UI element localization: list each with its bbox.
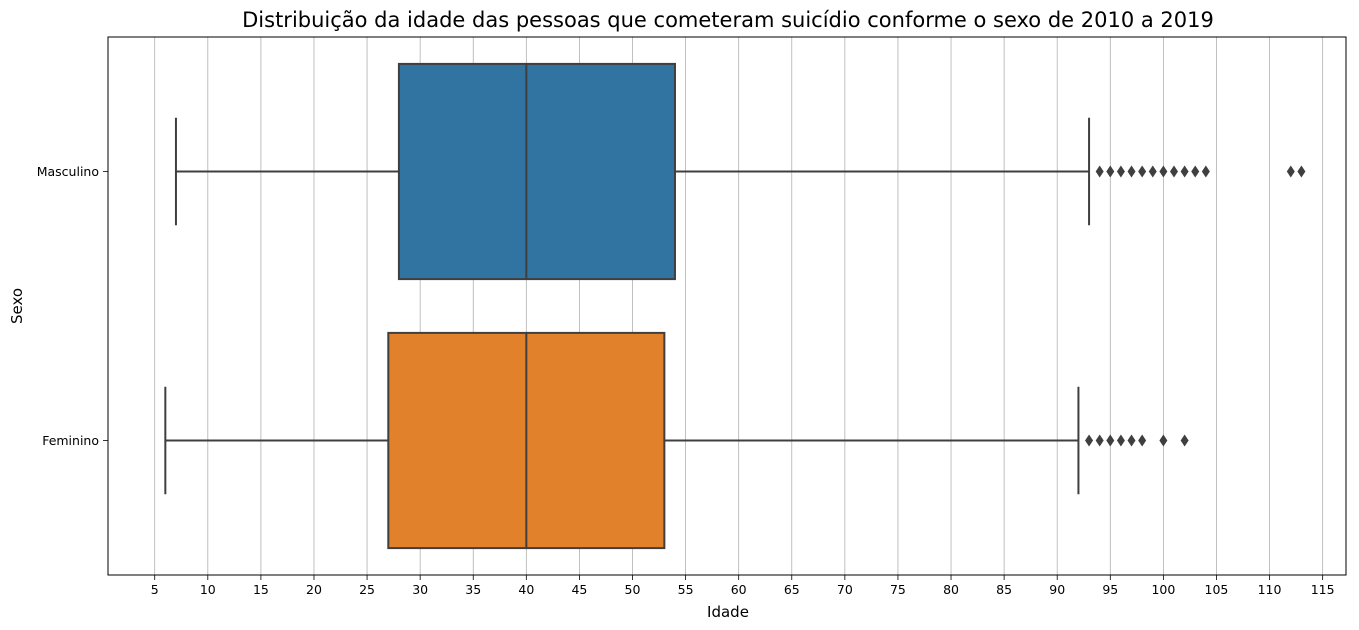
outlier-point	[1138, 165, 1147, 178]
outlier-point	[1180, 165, 1189, 178]
outlier-point	[1085, 434, 1094, 447]
x-tick-label: 45	[571, 582, 587, 597]
chart-title: Distribuição da idade das pessoas que co…	[242, 8, 1214, 32]
x-tick-label: 5	[151, 582, 159, 597]
y-tick-label: Masculino	[37, 164, 99, 179]
outlier-point	[1180, 434, 1189, 447]
x-tick-label: 100	[1151, 582, 1175, 597]
outlier-point	[1095, 165, 1104, 178]
grid-lines	[154, 37, 1324, 575]
y-tick-label: Feminino	[42, 433, 99, 448]
outlier-point	[1095, 434, 1104, 447]
x-tick-label: 30	[412, 582, 428, 597]
x-tick-label: 35	[465, 582, 481, 597]
x-tick-label: 110	[1258, 582, 1282, 597]
outlier-point	[1106, 165, 1115, 178]
outlier-point	[1127, 434, 1136, 447]
outlier-point	[1106, 434, 1115, 447]
x-tick-label: 40	[518, 582, 534, 597]
x-tick-label: 65	[784, 582, 800, 597]
x-tick-label: 25	[359, 582, 375, 597]
x-tick-label: 20	[306, 582, 322, 597]
y-axis-label: Sexo	[8, 288, 26, 324]
x-tick-label: 105	[1205, 582, 1229, 597]
outlier-point	[1286, 165, 1295, 178]
x-axis-label: Idade	[707, 603, 749, 621]
x-tick-label: 85	[996, 582, 1012, 597]
outlier-point	[1116, 165, 1125, 178]
outlier-point	[1201, 165, 1210, 178]
x-tick-label: 60	[731, 582, 747, 597]
plot-frame	[107, 36, 1347, 576]
x-tick-label: 75	[890, 582, 906, 597]
box-masculino	[174, 62, 1306, 281]
axis-ticks: 5 10 15 20 25 30 35 40 45 50 55 60 65 70 75 80 85 90 95 100…	[37, 164, 1335, 597]
x-tick-label: 15	[253, 582, 269, 597]
outlier-point	[1297, 165, 1306, 178]
x-tick-label: 10	[200, 582, 216, 597]
outlier-point	[1159, 434, 1168, 447]
x-tick-label: 70	[837, 582, 853, 597]
outlier-point	[1159, 165, 1168, 178]
x-tick-label: 90	[1049, 582, 1065, 597]
x-tick-label: 95	[1102, 582, 1118, 597]
outlier-point	[1191, 165, 1200, 178]
outlier-point	[1169, 165, 1178, 178]
x-tick-label: 55	[678, 582, 694, 597]
outlier-point	[1116, 434, 1125, 447]
iqr-box	[397, 62, 676, 281]
x-tick-label: 80	[943, 582, 959, 597]
outlier-point	[1148, 165, 1157, 178]
box-feminino	[164, 331, 1189, 550]
x-tick-label: 115	[1311, 582, 1335, 597]
box-series	[164, 62, 1306, 550]
x-tick-label: 50	[625, 582, 641, 597]
outlier-point	[1138, 434, 1147, 447]
outlier-point	[1127, 165, 1136, 178]
